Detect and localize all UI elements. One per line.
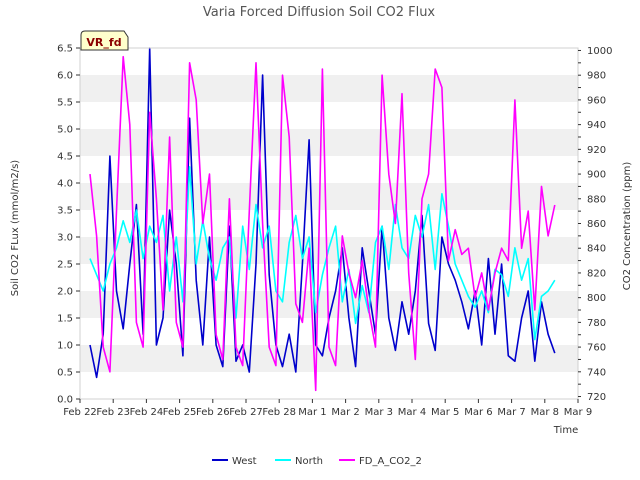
series-line-north <box>89 166 556 341</box>
x-tick-label: Mar 8 <box>531 407 559 418</box>
y-axis-ticks: 0.0 0.5 1.0 1.5 2.0 2.5 3.0 3.5 4.0 4.5 5.0 5.5 6.0 6… <box>57 44 80 406</box>
y-tick-label: 1.5 <box>57 314 73 325</box>
series-line-west <box>89 47 556 379</box>
y2-tick-label: 860 <box>587 219 606 230</box>
x-tick-label: Feb 27 <box>229 407 263 418</box>
x-tick-label: Feb 26 <box>196 407 230 418</box>
y2-axis-ticks: 720 740 760 780 800 820 840 860 880 900 920 940 960 9… <box>578 46 612 403</box>
y2-tick-label: 980 <box>587 71 606 82</box>
y2-tick-label: 940 <box>587 120 606 131</box>
x-tick-label: Mar 6 <box>464 407 492 418</box>
x-tick-label: Feb 25 <box>163 407 197 418</box>
y-tick-label: 1.0 <box>57 341 73 352</box>
y-axis-label: Soil CO2 FLux (mmol/m2/s) <box>10 160 21 297</box>
legend-item: North <box>275 456 323 467</box>
x-tick-label: Feb 23 <box>96 407 130 418</box>
x-axis-label: Time <box>553 425 578 436</box>
badge-label: VR_fd <box>86 36 121 49</box>
y-tick-label: 3.0 <box>57 233 73 244</box>
grid-band <box>80 183 578 210</box>
legend-item: West <box>212 456 257 467</box>
y2-tick-label: 1000 <box>587 46 612 57</box>
grid-bands <box>80 75 578 372</box>
y-tick-label: 4.5 <box>57 152 73 163</box>
y2-tick-label: 800 <box>587 293 606 304</box>
y-tick-label: 0.5 <box>57 368 73 379</box>
y-tick-label: 6.0 <box>57 71 73 82</box>
y2-tick-label: 920 <box>587 145 606 156</box>
y-tick-label: 4.0 <box>57 179 73 190</box>
x-tick-label: Feb 28 <box>262 407 296 418</box>
y-tick-label: 5.0 <box>57 125 73 136</box>
x-tick-label: Feb 24 <box>130 407 164 418</box>
legend-label: North <box>295 456 323 467</box>
legend: West North FD_A_CO2_2 <box>212 456 422 467</box>
y-tick-label: 5.5 <box>57 98 73 109</box>
series-line-fd-a-co2-2 <box>89 55 556 392</box>
x-tick-label: Mar 3 <box>365 407 393 418</box>
grid-band <box>80 129 578 156</box>
x-tick-label: Mar 2 <box>331 407 359 418</box>
y2-tick-label: 880 <box>587 194 606 205</box>
y2-tick-label: 740 <box>587 367 606 378</box>
y-tick-label: 3.5 <box>57 206 73 217</box>
grid-band <box>80 345 578 372</box>
y-tick-label: 2.5 <box>57 260 73 271</box>
grid-band <box>80 75 578 102</box>
series-layer <box>89 47 556 392</box>
chart-title: Varia Forced Diffusion Soil CO2 Flux <box>203 5 436 20</box>
x-tick-label: Feb 22 <box>63 407 97 418</box>
badge: VR_fd <box>80 30 129 51</box>
y-tick-label: 6.5 <box>57 44 73 55</box>
y-tick-label: 0.0 <box>57 395 73 406</box>
x-tick-label: Mar 1 <box>298 407 326 418</box>
y2-tick-label: 780 <box>587 318 606 329</box>
legend-label: West <box>232 456 257 467</box>
y2-tick-label: 760 <box>587 343 606 354</box>
y2-tick-label: 720 <box>587 392 606 403</box>
legend-label: FD_A_CO2_2 <box>359 456 422 467</box>
y2-axis-label: CO2 Concentration (ppm) <box>622 162 633 291</box>
x-tick-label: Mar 5 <box>431 407 459 418</box>
y-tick-label: 2.0 <box>57 287 73 298</box>
y2-tick-label: 820 <box>587 268 606 279</box>
x-tick-label: Mar 4 <box>398 407 426 418</box>
y2-tick-label: 960 <box>587 95 606 106</box>
x-tick-label: Mar 9 <box>564 407 592 418</box>
y2-tick-label: 900 <box>587 170 606 181</box>
legend-item: FD_A_CO2_2 <box>339 456 422 467</box>
x-axis-ticks: Feb 22 Feb 23 Feb 24 Feb 25 Feb 26 Feb 27 Feb … <box>63 399 592 418</box>
y2-tick-label: 840 <box>587 244 606 255</box>
x-tick-label: Mar 7 <box>497 407 525 418</box>
